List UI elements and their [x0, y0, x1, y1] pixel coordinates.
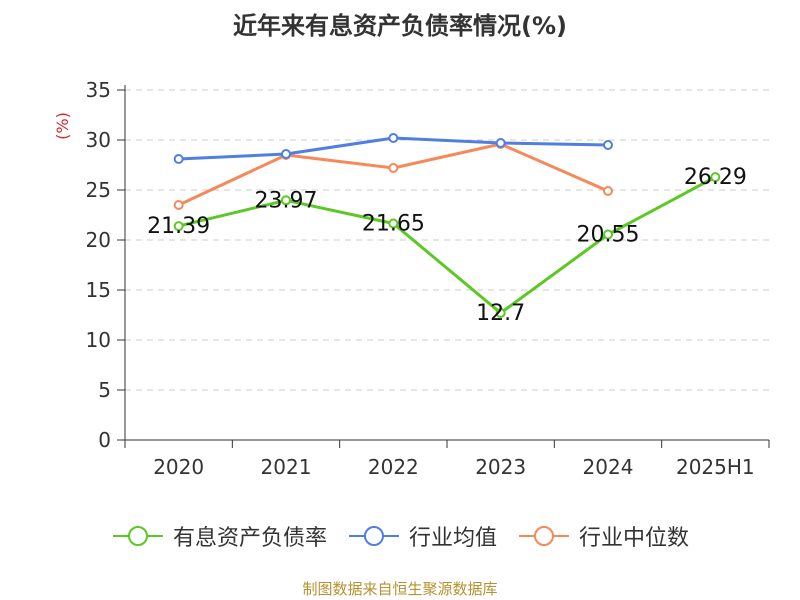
legend: 有息资产负债率 行业均值 行业中位数: [0, 520, 800, 552]
data-point: [281, 149, 291, 159]
data-labels: 21.39 23.97 21.65 12.7 20.55 26.29: [147, 165, 747, 326]
legend-item[interactable]: 行业中位数: [517, 520, 689, 552]
legend-label: 行业中位数: [579, 526, 690, 551]
y-tick-label: 10: [86, 328, 111, 352]
series-2: [173, 139, 613, 210]
data-point: [173, 154, 184, 164]
y-axis-title: (%): [53, 112, 72, 140]
y-tick-label: 25: [86, 178, 111, 202]
y-tick-label: 5: [98, 378, 111, 402]
data-point: [173, 200, 184, 210]
legend-swatch: [348, 526, 399, 546]
data-label: 26.29: [684, 165, 747, 190]
data-point: [173, 221, 184, 232]
series-1: [173, 133, 613, 164]
legend-swatch: [519, 526, 569, 546]
y-tick-label: 0: [98, 428, 111, 452]
y-tick-label: 15: [86, 278, 111, 302]
x-tick-label: 2023: [475, 455, 526, 479]
data-point: [495, 308, 506, 318]
data-point: [603, 186, 613, 196]
series-line: [178, 142, 609, 207]
data-point: [603, 140, 613, 150]
legend-swatch: [112, 526, 163, 546]
data-label: 21.65: [362, 212, 425, 237]
grid-lines: [125, 89, 769, 391]
source-footer: 制图数据来自恒生聚源数据库: [302, 580, 498, 598]
data-point: [388, 133, 399, 143]
legend-label: 行业均值: [408, 526, 497, 551]
series-line: [178, 175, 717, 315]
data-point: [388, 218, 399, 229]
data-point: [603, 229, 613, 240]
data-point: [388, 163, 399, 173]
data-label: 23.97: [255, 188, 318, 213]
legend-item[interactable]: 行业均值: [347, 520, 497, 552]
x-tick-label: 2020: [153, 455, 204, 479]
x-tick-label: 2021: [261, 455, 312, 479]
data-point: [710, 172, 721, 183]
x-tick-label: 2024: [583, 455, 634, 479]
axes: 0 5 10 15 20 25 30 35 2020 2021 2022 2023 2024 2025H1: [86, 78, 770, 479]
data-point: [495, 138, 506, 148]
x-tick-label: 2025H1: [676, 455, 755, 479]
data-point: [281, 195, 291, 206]
series-0: [173, 172, 721, 318]
legend-item[interactable]: 有息资产负债率: [111, 520, 327, 552]
y-tick-label: 20: [86, 228, 111, 252]
chart-title: 近年来有息资产负债率情况(%): [233, 12, 567, 40]
legend-label: 有息资产负债率: [172, 526, 327, 551]
x-tick-label: 2022: [368, 455, 419, 479]
data-label: 12.7: [476, 301, 525, 326]
y-tick-label: 35: [86, 78, 111, 102]
data-label: 21.39: [147, 214, 210, 239]
series-lines: [173, 133, 721, 318]
y-tick-label: 30: [86, 128, 111, 152]
data-label: 20.55: [577, 223, 640, 248]
